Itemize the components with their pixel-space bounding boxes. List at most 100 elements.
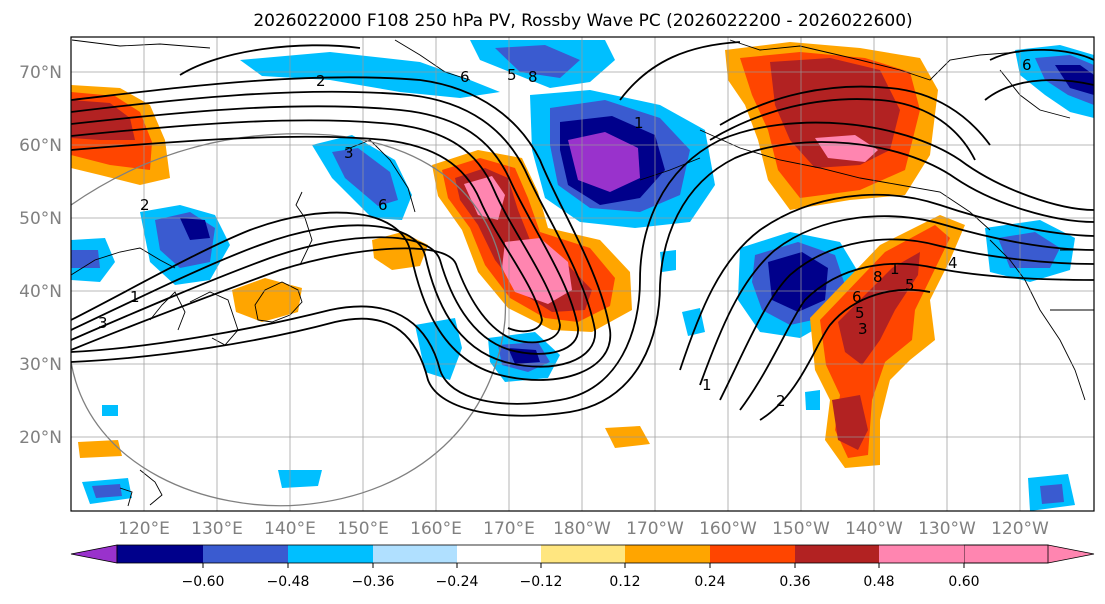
colorbar-segment [879,545,964,563]
colorbar-segment [541,545,625,563]
colorbar-segment [710,545,795,563]
negative-anomaly-region [240,52,500,98]
pv-contour-labels: 2 6 5 8 1 3 6 1 3 2 2 1 3 5 6 8 1 5 4 6 [98,56,1032,410]
coastline [394,39,471,81]
contour-label: 8 [528,68,538,86]
colorbar-tick-label: 0.12 [609,574,640,590]
colorbar-high-extension [963,544,1095,564]
pv-contour [709,98,976,161]
coastline [71,39,211,49]
lon-label: 120°W [991,519,1049,539]
pv-contour [71,121,1094,405]
coastline [999,69,1071,119]
colorbar-segment [117,545,203,563]
map-frame [70,36,1095,512]
pv-contour [71,76,612,381]
pv-contour [739,263,1094,411]
lat-label: 50°N [19,209,62,229]
lon-label: 140°E [264,519,316,539]
pv-contour [71,141,1094,417]
negative-anomaly-region [332,148,398,206]
pv-contour [71,90,596,368]
contour-label: 2 [776,392,786,410]
contour-label: 5 [855,304,865,322]
coastline [989,239,1086,401]
longitude-labels: 120°E 130°E 140°E 150°E 160°E 170°E 180°… [118,519,1049,539]
coastline [254,281,303,323]
lat-label: 70°N [19,63,62,83]
lon-label: 170°W [626,519,684,539]
contour-label: 6 [852,288,862,306]
colorbar-tick-label: −0.60 [182,574,225,590]
coastline [119,487,133,507]
negative-anomaly-region [495,45,580,78]
map-title: 2026022000 F108 250 hPa PV, Rossby Wave … [253,11,912,31]
pv-contour [699,215,1094,386]
colorbar-tick-label: −0.48 [267,574,310,590]
contour-label: 1 [890,260,900,278]
lon-label: 160°E [410,519,462,539]
contour-label: 3 [344,144,354,162]
coastline [149,291,186,331]
coastline [189,291,239,346]
colorbar-ticks [202,563,965,568]
pv-contour [179,44,361,76]
negative-anomaly-region [71,250,100,268]
positive-anomaly-region [502,238,572,304]
positive-anomaly-region [232,278,302,322]
pv-contour [984,79,1094,101]
negative-anomaly-region [180,218,210,240]
pv-contour [719,238,1094,401]
pv-contour [619,41,741,101]
lon-label: 150°W [772,519,830,539]
latitude-labels: 70°N 60°N 50°N 40°N 30°N 20°N [19,63,62,448]
contour-label: 5 [905,276,915,294]
lon-label: 130°E [191,519,243,539]
positive-anomaly-region [770,58,900,168]
colorbar-tick-label: 0.24 [694,574,725,590]
contour-label: 2 [316,72,326,90]
lat-label: 30°N [19,355,62,375]
colorbar-tick-label: −0.24 [436,574,479,590]
pv-contour [71,119,561,351]
colorbar-low-extension [70,544,118,564]
colorbar-tick-labels: −0.60 −0.48 −0.36 −0.24 −0.12 0.12 0.24 … [182,574,980,590]
contour-label: 2 [140,196,150,214]
positive-anomaly-region [832,395,868,450]
contour-label: 3 [858,320,868,338]
lon-label: 130°W [918,519,976,539]
colorbar-tick-label: 0.48 [863,574,894,590]
pv-contour [71,135,543,333]
negative-anomaly-region [768,252,828,312]
contour-label: 6 [378,196,388,214]
negative-anomaly-region [102,405,118,416]
colorbar-segment [625,545,710,563]
negative-anomaly-region [568,132,640,192]
map-content: 2 6 5 8 1 3 6 1 3 2 2 1 3 5 6 8 1 5 4 6 [71,37,1094,511]
coastline [139,469,163,506]
contour-label: 5 [507,66,517,84]
lon-label: 170°E [483,519,535,539]
contour-label: 1 [634,114,644,132]
negative-anomaly-region [278,470,322,488]
lon-label: 120°E [118,519,170,539]
colorbar-segment [457,545,541,563]
pv-contour [989,48,1094,61]
pv-contours [71,41,1094,421]
negative-anomaly-region [682,308,705,336]
contour-label: 8 [873,268,883,286]
colorbar-segment [203,545,288,563]
pv-contour [71,105,579,355]
colorbar-segment [373,545,457,563]
positive-anomaly-region [78,440,122,458]
negative-anomaly-region [92,484,122,498]
negative-anomaly-region [805,390,820,410]
contour-label: 3 [98,314,108,332]
contour-label: 1 [702,376,712,394]
lon-label: 150°E [337,519,389,539]
contour-label: 1 [130,288,140,306]
coastline [344,139,416,213]
colorbar-segment [795,545,879,563]
graticule [71,37,1094,511]
